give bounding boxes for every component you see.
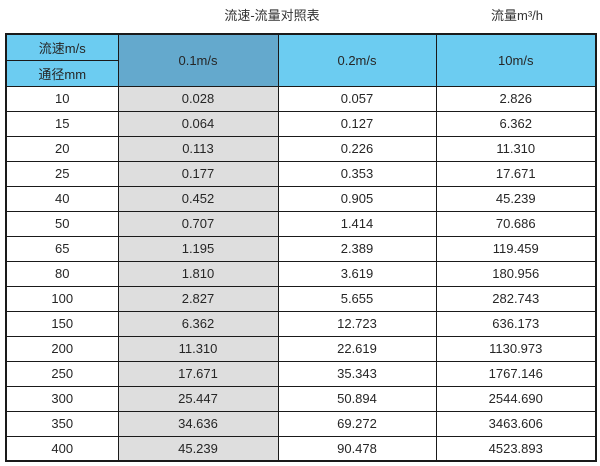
flow-cell-10ms: 11.310 (435, 135, 597, 162)
flow-cell-10ms: 1767.146 (435, 360, 597, 387)
flow-cell-0-1ms: 0.452 (117, 185, 279, 212)
flow-cell-0-1ms: 0.707 (117, 210, 279, 237)
table-row: 200 11.310 22.619 1130.973 (5, 335, 597, 362)
corner-diameter-label: 通径mm (5, 59, 119, 87)
table-body: 10 0.028 0.057 2.826 15 0.064 0.127 6.36… (5, 85, 597, 462)
diameter-cell: 300 (5, 385, 119, 412)
flow-cell-0-2ms: 90.478 (277, 435, 437, 462)
flow-cell-0-1ms: 11.310 (117, 335, 279, 362)
column-header-10ms: 10m/s (435, 33, 597, 87)
flow-cell-0-2ms: 50.894 (277, 385, 437, 412)
flow-cell-0-2ms: 69.272 (277, 410, 437, 437)
flow-cell-0-2ms: 3.619 (277, 260, 437, 287)
table-row: 150 6.362 12.723 636.173 (5, 310, 597, 337)
table-row: 40 0.452 0.905 45.239 (5, 185, 597, 212)
header-row-bottom: 通径mm (5, 59, 596, 87)
table-row: 80 1.810 3.619 180.956 (5, 260, 597, 287)
flow-cell-10ms: 70.686 (435, 210, 597, 237)
flow-cell-0-1ms: 45.239 (117, 435, 279, 462)
table-title: 流速-流量对照表 (224, 8, 320, 23)
flow-cell-0-1ms: 0.113 (117, 135, 279, 162)
diameter-cell: 15 (5, 110, 119, 137)
flow-cell-0-2ms: 0.905 (277, 185, 437, 212)
flow-cell-0-1ms: 0.177 (117, 160, 279, 187)
table-row: 50 0.707 1.414 70.686 (5, 210, 597, 237)
table-row: 400 45.239 90.478 4523.893 (5, 435, 597, 462)
flow-cell-10ms: 45.239 (435, 185, 597, 212)
flow-cell-0-1ms: 0.028 (117, 85, 279, 112)
column-header-0-1ms: 0.1m/s (117, 33, 279, 87)
flow-rate-table: 流速m/s 0.1m/s 0.2m/s 10m/s 通径mm 10 0.028 … (5, 33, 597, 462)
table-row: 100 2.827 5.655 282.743 (5, 285, 597, 312)
flow-cell-10ms: 119.459 (435, 235, 597, 262)
flow-cell-0-2ms: 12.723 (277, 310, 437, 337)
table-row: 15 0.064 0.127 6.362 (5, 110, 597, 137)
flow-cell-0-1ms: 25.447 (117, 385, 279, 412)
corner-velocity-label: 流速m/s (5, 33, 119, 61)
flow-cell-0-1ms: 17.671 (117, 360, 279, 387)
diameter-cell: 150 (5, 310, 119, 337)
flow-cell-10ms: 180.956 (435, 260, 597, 287)
flow-cell-10ms: 4523.893 (435, 435, 597, 462)
diameter-cell: 80 (5, 260, 119, 287)
flow-cell-0-2ms: 0.353 (277, 160, 437, 187)
table-header: 流速m/s 0.1m/s 0.2m/s 10m/s 通径mm (5, 33, 597, 87)
diameter-cell: 250 (5, 360, 119, 387)
diameter-cell: 50 (5, 210, 119, 237)
diameter-cell: 10 (5, 85, 119, 112)
flow-cell-10ms: 2544.690 (435, 385, 597, 412)
flow-cell-10ms: 1130.973 (435, 335, 597, 362)
diameter-cell: 100 (5, 285, 119, 312)
flow-cell-0-2ms: 2.389 (277, 235, 437, 262)
flow-cell-10ms: 3463.606 (435, 410, 597, 437)
diameter-cell: 400 (5, 435, 119, 462)
flow-rate-unit-caption: 流量m³/h (490, 8, 544, 23)
flow-cell-10ms: 17.671 (435, 160, 597, 187)
flow-cell-10ms: 6.362 (435, 110, 597, 137)
flow-cell-10ms: 282.743 (435, 285, 597, 312)
diameter-cell: 25 (5, 160, 119, 187)
flow-cell-0-1ms: 34.636 (117, 410, 279, 437)
table-row: 65 1.195 2.389 119.459 (5, 235, 597, 262)
table-row: 300 25.447 50.894 2544.690 (5, 385, 597, 412)
diameter-cell: 350 (5, 410, 119, 437)
table-row: 10 0.028 0.057 2.826 (5, 85, 597, 112)
flow-cell-0-2ms: 5.655 (277, 285, 437, 312)
flow-cell-0-2ms: 1.414 (277, 210, 437, 237)
diameter-cell: 40 (5, 185, 119, 212)
flow-cell-0-1ms: 0.064 (117, 110, 279, 137)
table-row: 20 0.113 0.226 11.310 (5, 135, 597, 162)
diameter-cell: 200 (5, 335, 119, 362)
flow-cell-10ms: 2.826 (435, 85, 597, 112)
flow-cell-0-2ms: 0.057 (277, 85, 437, 112)
table-row: 250 17.671 35.343 1767.146 (5, 360, 597, 387)
flow-cell-0-1ms: 1.810 (117, 260, 279, 287)
flow-cell-10ms: 636.173 (435, 310, 597, 337)
header-row-top: 流速m/s 0.1m/s 0.2m/s 10m/s (5, 33, 597, 87)
diameter-cell: 20 (5, 135, 119, 162)
flow-cell-0-1ms: 6.362 (117, 310, 279, 337)
flow-cell-0-2ms: 0.127 (277, 110, 437, 137)
flow-cell-0-1ms: 1.195 (117, 235, 279, 262)
diameter-cell: 65 (5, 235, 119, 262)
table-row: 25 0.177 0.353 17.671 (5, 160, 597, 187)
column-header-0-2ms: 0.2m/s (277, 33, 437, 87)
flow-cell-0-2ms: 0.226 (277, 135, 437, 162)
table-row: 350 34.636 69.272 3463.606 (5, 410, 597, 437)
flow-cell-0-2ms: 35.343 (277, 360, 437, 387)
flow-cell-0-2ms: 22.619 (277, 335, 437, 362)
flow-cell-0-1ms: 2.827 (117, 285, 279, 312)
